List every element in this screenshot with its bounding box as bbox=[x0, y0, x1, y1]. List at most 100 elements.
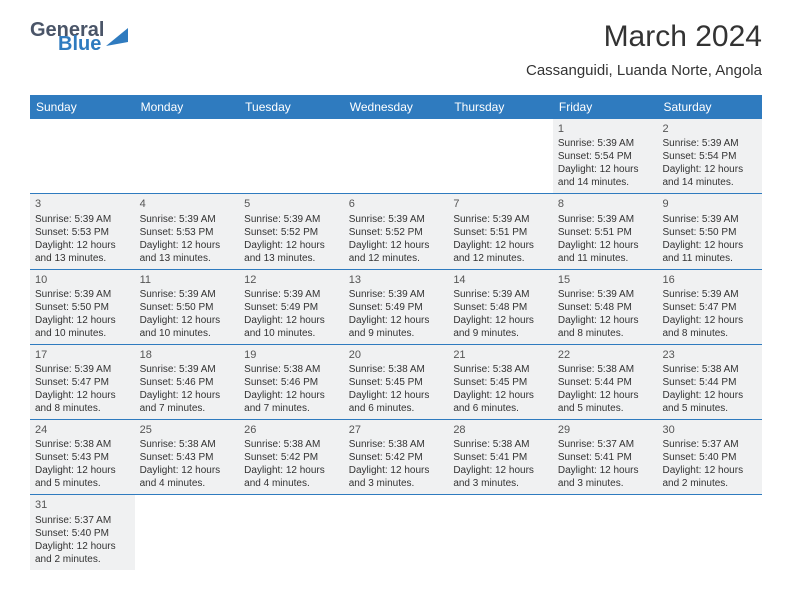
day-number: 19 bbox=[244, 348, 339, 362]
weekday-label: Monday bbox=[135, 95, 240, 119]
day-daylight1: Daylight: 12 hours bbox=[35, 540, 130, 553]
day-sunset: Sunset: 5:41 PM bbox=[558, 451, 653, 464]
day-sunrise: Sunrise: 5:39 AM bbox=[453, 213, 548, 226]
day-number: 21 bbox=[453, 348, 548, 362]
calendar-day: 7Sunrise: 5:39 AMSunset: 5:51 PMDaylight… bbox=[448, 194, 553, 268]
calendar-day bbox=[448, 119, 553, 193]
day-daylight1: Daylight: 12 hours bbox=[662, 464, 757, 477]
weekday-label: Wednesday bbox=[344, 95, 449, 119]
day-number: 24 bbox=[35, 423, 130, 437]
day-sunset: Sunset: 5:44 PM bbox=[662, 376, 757, 389]
day-daylight1: Daylight: 12 hours bbox=[35, 464, 130, 477]
day-daylight2: and 13 minutes. bbox=[35, 252, 130, 265]
day-daylight1: Daylight: 12 hours bbox=[140, 464, 235, 477]
day-number: 9 bbox=[662, 197, 757, 211]
day-sunset: Sunset: 5:54 PM bbox=[662, 150, 757, 163]
day-daylight2: and 2 minutes. bbox=[35, 553, 130, 566]
day-daylight1: Daylight: 12 hours bbox=[453, 314, 548, 327]
calendar-day: 20Sunrise: 5:38 AMSunset: 5:45 PMDayligh… bbox=[344, 345, 449, 419]
page-title: March 2024 bbox=[526, 20, 762, 54]
calendar-week: 31 Sunrise: 5:37 AMSunset: 5:40 PMDayligh… bbox=[30, 495, 762, 569]
calendar-day: 12Sunrise: 5:39 AMSunset: 5:49 PMDayligh… bbox=[239, 270, 344, 344]
day-number: 1 bbox=[558, 122, 653, 136]
day-sunset: Sunset: 5:49 PM bbox=[244, 301, 339, 314]
calendar-day: 31 Sunrise: 5:37 AMSunset: 5:40 PMDayligh… bbox=[30, 495, 135, 569]
day-daylight1: Daylight: 12 hours bbox=[349, 389, 444, 402]
calendar-day: 29Sunrise: 5:37 AMSunset: 5:41 PMDayligh… bbox=[553, 420, 658, 494]
day-sunrise: Sunrise: 5:38 AM bbox=[453, 363, 548, 376]
calendar-week: 1Sunrise: 5:39 AMSunset: 5:54 PMDaylight… bbox=[30, 119, 762, 194]
day-sunrise: Sunrise: 5:39 AM bbox=[244, 213, 339, 226]
day-daylight1: Daylight: 12 hours bbox=[349, 464, 444, 477]
day-daylight2: and 7 minutes. bbox=[140, 402, 235, 415]
calendar-day bbox=[239, 495, 344, 569]
day-number: 12 bbox=[244, 273, 339, 287]
day-sunset: Sunset: 5:48 PM bbox=[558, 301, 653, 314]
day-daylight1: Daylight: 12 hours bbox=[244, 314, 339, 327]
day-sunrise: Sunrise: 5:38 AM bbox=[349, 438, 444, 451]
day-sunset: Sunset: 5:49 PM bbox=[349, 301, 444, 314]
day-sunrise: Sunrise: 5:39 AM bbox=[349, 213, 444, 226]
day-daylight1: Daylight: 12 hours bbox=[35, 389, 130, 402]
day-sunset: Sunset: 5:52 PM bbox=[349, 226, 444, 239]
day-daylight1: Daylight: 12 hours bbox=[244, 389, 339, 402]
logo-text: General Blue bbox=[30, 20, 104, 54]
day-daylight2: and 6 minutes. bbox=[349, 402, 444, 415]
day-daylight1: Daylight: 12 hours bbox=[558, 163, 653, 176]
weekday-label: Thursday bbox=[448, 95, 553, 119]
day-daylight2: and 9 minutes. bbox=[349, 327, 444, 340]
day-daylight2: and 3 minutes. bbox=[453, 477, 548, 490]
day-sunrise: Sunrise: 5:39 AM bbox=[662, 213, 757, 226]
day-sunrise: Sunrise: 5:39 AM bbox=[140, 213, 235, 226]
day-daylight1: Daylight: 12 hours bbox=[349, 239, 444, 252]
weekday-label: Saturday bbox=[657, 95, 762, 119]
calendar-day: 4Sunrise: 5:39 AMSunset: 5:53 PMDaylight… bbox=[135, 194, 240, 268]
day-daylight1: Daylight: 12 hours bbox=[662, 163, 757, 176]
day-sunset: Sunset: 5:43 PM bbox=[140, 451, 235, 464]
day-daylight2: and 14 minutes. bbox=[558, 176, 653, 189]
day-sunset: Sunset: 5:53 PM bbox=[35, 226, 130, 239]
day-sunset: Sunset: 5:45 PM bbox=[349, 376, 444, 389]
day-sunrise: Sunrise: 5:39 AM bbox=[140, 363, 235, 376]
day-number: 13 bbox=[349, 273, 444, 287]
calendar-day: 5Sunrise: 5:39 AMSunset: 5:52 PMDaylight… bbox=[239, 194, 344, 268]
day-sunrise: Sunrise: 5:37 AM bbox=[35, 514, 130, 527]
day-number: 8 bbox=[558, 197, 653, 211]
day-daylight2: and 10 minutes. bbox=[140, 327, 235, 340]
day-daylight1: Daylight: 12 hours bbox=[140, 314, 235, 327]
weekday-label: Tuesday bbox=[239, 95, 344, 119]
day-daylight2: and 14 minutes. bbox=[662, 176, 757, 189]
day-number: 26 bbox=[244, 423, 339, 437]
day-sunrise: Sunrise: 5:38 AM bbox=[244, 438, 339, 451]
calendar: SundayMondayTuesdayWednesdayThursdayFrid… bbox=[30, 95, 762, 570]
day-daylight1: Daylight: 12 hours bbox=[140, 239, 235, 252]
calendar-day: 9Sunrise: 5:39 AMSunset: 5:50 PMDaylight… bbox=[657, 194, 762, 268]
day-sunset: Sunset: 5:40 PM bbox=[35, 527, 130, 540]
calendar-week: 10Sunrise: 5:39 AMSunset: 5:50 PMDayligh… bbox=[30, 270, 762, 345]
calendar-day bbox=[344, 119, 449, 193]
day-sunrise: Sunrise: 5:39 AM bbox=[662, 288, 757, 301]
day-daylight2: and 5 minutes. bbox=[558, 402, 653, 415]
calendar-day bbox=[657, 495, 762, 569]
day-number: 15 bbox=[558, 273, 653, 287]
day-sunset: Sunset: 5:50 PM bbox=[35, 301, 130, 314]
day-daylight2: and 13 minutes. bbox=[140, 252, 235, 265]
day-sunset: Sunset: 5:42 PM bbox=[349, 451, 444, 464]
day-daylight1: Daylight: 12 hours bbox=[558, 239, 653, 252]
weekday-header: SundayMondayTuesdayWednesdayThursdayFrid… bbox=[30, 95, 762, 119]
day-sunset: Sunset: 5:50 PM bbox=[140, 301, 235, 314]
calendar-day: 11Sunrise: 5:39 AMSunset: 5:50 PMDayligh… bbox=[135, 270, 240, 344]
day-number: 28 bbox=[453, 423, 548, 437]
day-daylight1: Daylight: 12 hours bbox=[244, 239, 339, 252]
day-daylight2: and 5 minutes. bbox=[35, 477, 130, 490]
day-sunset: Sunset: 5:43 PM bbox=[35, 451, 130, 464]
day-number: 31 bbox=[35, 498, 130, 512]
calendar-day: 15Sunrise: 5:39 AMSunset: 5:48 PMDayligh… bbox=[553, 270, 658, 344]
day-sunrise: Sunrise: 5:38 AM bbox=[453, 438, 548, 451]
day-sunrise: Sunrise: 5:38 AM bbox=[244, 363, 339, 376]
day-sunset: Sunset: 5:51 PM bbox=[453, 226, 548, 239]
calendar-day: 6Sunrise: 5:39 AMSunset: 5:52 PMDaylight… bbox=[344, 194, 449, 268]
calendar-day: 10Sunrise: 5:39 AMSunset: 5:50 PMDayligh… bbox=[30, 270, 135, 344]
day-number: 14 bbox=[453, 273, 548, 287]
day-sunrise: Sunrise: 5:39 AM bbox=[244, 288, 339, 301]
